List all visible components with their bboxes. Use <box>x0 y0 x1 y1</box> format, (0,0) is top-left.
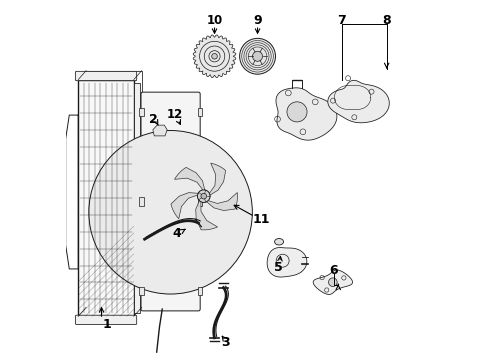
Bar <box>197 108 202 116</box>
Bar <box>197 197 202 206</box>
Bar <box>134 83 140 313</box>
Polygon shape <box>267 248 307 277</box>
Circle shape <box>252 51 263 61</box>
FancyBboxPatch shape <box>75 315 137 324</box>
Text: 7: 7 <box>338 14 346 27</box>
Text: 6: 6 <box>330 264 338 277</box>
Bar <box>197 287 202 296</box>
Text: 3: 3 <box>221 336 230 349</box>
Polygon shape <box>328 80 389 123</box>
Circle shape <box>89 131 252 294</box>
Polygon shape <box>174 167 205 190</box>
Polygon shape <box>193 35 236 78</box>
Ellipse shape <box>274 239 284 245</box>
Polygon shape <box>153 125 167 136</box>
Text: 1: 1 <box>102 318 111 331</box>
Polygon shape <box>276 88 337 140</box>
Text: 10: 10 <box>206 14 222 27</box>
FancyBboxPatch shape <box>75 71 137 81</box>
Text: 2: 2 <box>149 113 158 126</box>
Text: 8: 8 <box>382 14 391 27</box>
Bar <box>139 197 144 206</box>
Circle shape <box>212 54 218 59</box>
Polygon shape <box>196 201 218 230</box>
Polygon shape <box>209 163 226 195</box>
Bar <box>78 80 134 316</box>
Text: 12: 12 <box>167 108 183 121</box>
Polygon shape <box>207 193 238 211</box>
Text: 9: 9 <box>253 14 262 27</box>
Polygon shape <box>313 270 353 294</box>
Circle shape <box>329 278 337 287</box>
Bar <box>139 108 144 116</box>
Circle shape <box>287 102 307 122</box>
Text: 4: 4 <box>172 226 181 239</box>
Circle shape <box>240 39 275 74</box>
Circle shape <box>201 193 207 199</box>
Text: 11: 11 <box>252 213 270 226</box>
Polygon shape <box>171 193 198 219</box>
Bar <box>86 71 142 307</box>
Circle shape <box>197 190 210 202</box>
Text: 5: 5 <box>273 261 282 274</box>
FancyBboxPatch shape <box>141 92 200 311</box>
Bar <box>139 287 144 296</box>
